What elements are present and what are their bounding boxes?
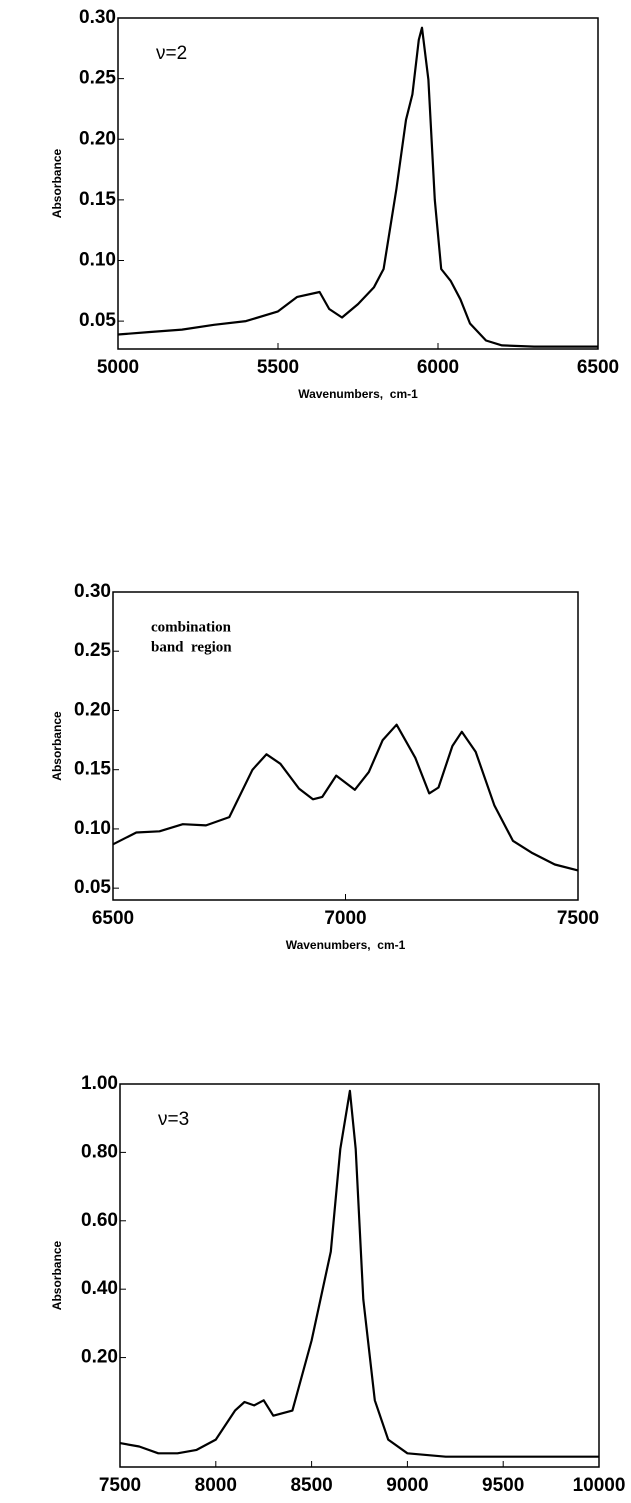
- y-axis-label: Absorbance: [50, 711, 64, 781]
- x-axis-label: Wavenumbers, cm-1: [298, 387, 418, 401]
- y-axis-label: Absorbance: [50, 1241, 64, 1311]
- annotation: ν=3: [158, 1109, 189, 1130]
- y-tick-label: 0.40: [81, 1278, 118, 1299]
- x-tick-label: 5500: [257, 357, 299, 378]
- y-tick-label: 0.30: [74, 581, 111, 602]
- y-tick-label: 1.00: [81, 1073, 118, 1094]
- annotation: ν=2: [156, 43, 187, 64]
- y-axis-label: Absorbance: [50, 149, 64, 219]
- x-tick-label: 10000: [573, 1475, 626, 1496]
- y-tick-label: 0.10: [74, 818, 111, 839]
- x-axis-label: Wavenumbers, cm-1: [286, 938, 406, 952]
- annotation: band region: [151, 639, 232, 655]
- x-tick-label: 6500: [92, 908, 134, 929]
- x-tick-label: 7000: [324, 908, 366, 929]
- plot-frame: [119, 1083, 600, 1468]
- y-tick-label: 0.05: [74, 877, 111, 898]
- y-tick-label: 0.60: [81, 1210, 118, 1231]
- x-tick-label: 6000: [417, 357, 459, 378]
- y-tick-label: 0.25: [79, 68, 116, 89]
- y-tick-label: 0.25: [74, 640, 111, 661]
- plot-frame: [112, 591, 579, 901]
- plot-frame: [117, 17, 599, 350]
- y-tick-label: 0.30: [79, 7, 116, 28]
- spectrum-line: [117, 26, 598, 348]
- spectrum-line: [119, 1089, 599, 1458]
- y-tick-label: 0.20: [81, 1347, 118, 1368]
- x-tick-label: 8500: [290, 1475, 332, 1496]
- x-tick-label: 6500: [577, 357, 619, 378]
- x-tick-label: 5000: [97, 357, 139, 378]
- x-tick-label: 9000: [386, 1475, 428, 1496]
- y-tick-label: 0.05: [79, 310, 116, 331]
- y-tick-label: 0.10: [79, 250, 116, 271]
- y-tick-label: 0.20: [74, 699, 111, 720]
- y-tick-label: 0.80: [81, 1141, 118, 1162]
- y-tick-label: 0.15: [74, 759, 111, 780]
- x-tick-label: 7500: [99, 1475, 141, 1496]
- y-tick-label: 0.20: [79, 128, 116, 149]
- y-tick-label: 0.15: [79, 189, 116, 210]
- x-tick-label: 7500: [557, 908, 599, 929]
- x-tick-label: 9500: [482, 1475, 524, 1496]
- annotation: combination: [151, 619, 232, 635]
- spectrum-line: [112, 723, 579, 872]
- x-tick-label: 8000: [195, 1475, 237, 1496]
